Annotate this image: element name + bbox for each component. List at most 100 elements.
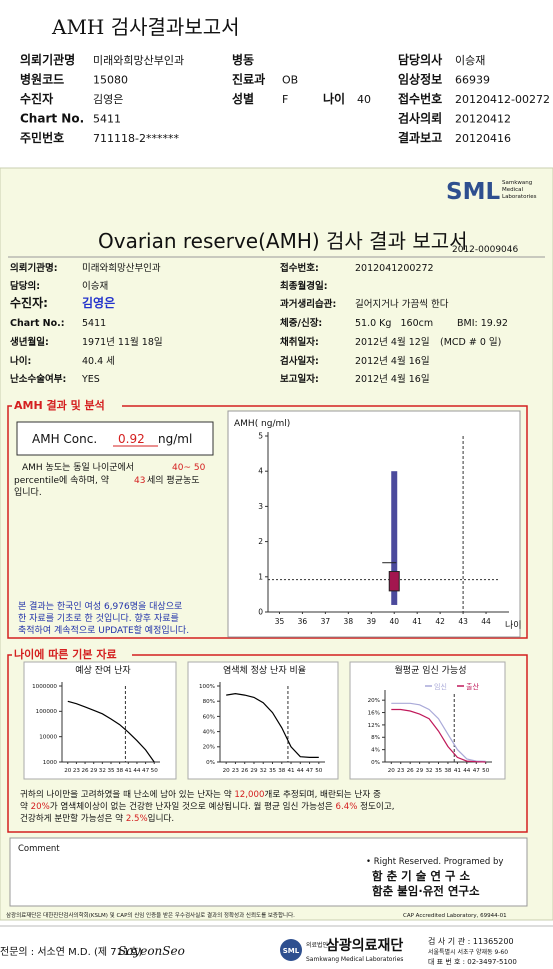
section-title: AMH 결과 및 분석 bbox=[14, 398, 105, 412]
y-tick-label: 20% bbox=[368, 698, 380, 704]
x-tick-label: 36 bbox=[298, 617, 308, 626]
legend-label: 임신 bbox=[434, 682, 447, 691]
x-tick-label: 37 bbox=[321, 617, 331, 626]
doctor: 전문의 : 서소연 M.D. (제 711호) bbox=[0, 946, 143, 958]
y-tick-label: 20% bbox=[203, 745, 215, 751]
info-value: 2012041200272 bbox=[355, 263, 434, 274]
info-value: 길어지거나 가끔씩 한다 bbox=[355, 298, 449, 310]
x-tick-label: 35 bbox=[269, 768, 277, 774]
x-tick-label: 40 bbox=[389, 617, 399, 626]
y-tick-label: 12% bbox=[368, 723, 380, 729]
info-value: 51.0 Kg 160cm bbox=[355, 318, 433, 329]
x-tick-label: 20 bbox=[223, 768, 231, 774]
y-tick-label: 5 bbox=[258, 432, 263, 441]
field-label: 담당의사 bbox=[398, 52, 442, 67]
x-tick-label: 23 bbox=[232, 768, 240, 774]
chart-title: 예상 잔여 난자 bbox=[75, 664, 131, 676]
x-tick-label: 42 bbox=[435, 617, 445, 626]
info-label: Chart No.: bbox=[10, 318, 65, 329]
info-label: 담당의: bbox=[10, 280, 40, 292]
field-label: 병동 bbox=[232, 52, 254, 67]
info-extra: BMI: 19.92 bbox=[457, 318, 508, 329]
field-label: 접수번호 bbox=[398, 91, 442, 106]
field-label: 결과보고 bbox=[398, 130, 442, 145]
credit: 함춘 불임·유전 연구소 bbox=[372, 884, 480, 898]
series-line bbox=[226, 692, 319, 758]
x-tick-label: 47 bbox=[473, 768, 481, 774]
x-tick-label: 50 bbox=[151, 768, 159, 774]
x-tick-label: 23 bbox=[397, 768, 405, 774]
x-tick-label: 29 bbox=[416, 768, 424, 774]
field-value: 20120416 bbox=[455, 132, 511, 145]
summary-part: 가 염색체이상이 없는 건강한 난자일 것으로 예상됩니다. 월 평균 임신 가… bbox=[50, 800, 336, 812]
x-tick-label: 23 bbox=[73, 768, 81, 774]
info-label: 수진자: bbox=[10, 295, 48, 310]
info-value: 2012년 4월 12일 bbox=[355, 336, 430, 348]
report-title: Ovarian reserve(AMH) 검사 결과 보고서 bbox=[98, 229, 468, 253]
conc-label: AMH Conc. bbox=[32, 432, 97, 446]
signature: SoyeonSeo bbox=[118, 944, 185, 958]
field-value: 5411 bbox=[93, 113, 121, 126]
report-number: 2012-0009046 bbox=[452, 245, 519, 255]
chart-panel bbox=[23, 661, 177, 780]
box bbox=[388, 571, 400, 592]
y-axis-label: AMH( ng/ml) bbox=[234, 419, 290, 429]
summary-highlight: 12,000 bbox=[234, 790, 264, 800]
info-value: 2012년 4월 16일 bbox=[355, 355, 430, 367]
note: 한 자료를 기초로 한 것입니다. 향후 자료를 bbox=[18, 612, 179, 624]
conc-value: 0.92 bbox=[118, 432, 145, 446]
x-tick-label: 41 bbox=[412, 617, 422, 626]
summary-part: 약 bbox=[20, 800, 31, 812]
field-value: 66939 bbox=[455, 74, 490, 87]
info-label: 난소수술여부: bbox=[10, 373, 66, 385]
field-label: 진료과 bbox=[232, 72, 265, 87]
summary-part: 귀하의 나이만을 고려하였을 때 난소에 남아 있는 난자는 약 bbox=[20, 788, 234, 800]
logo-text: Samkwang bbox=[502, 180, 532, 186]
y-tick-label: 80% bbox=[203, 699, 215, 705]
x-tick-label: 32 bbox=[260, 768, 267, 774]
x-tick-label: 39 bbox=[367, 617, 377, 626]
chart-title: 월평균 임신 가능성 bbox=[395, 664, 467, 676]
x-tick-label: 44 bbox=[133, 768, 141, 774]
credit: 함 춘 기 술 연 구 소 bbox=[372, 869, 471, 883]
x-tick-label: 32 bbox=[425, 768, 432, 774]
summary: 약 20%가 염색체이상이 없는 건강한 난자일 것으로 예상됩니다. 월 평균… bbox=[20, 800, 394, 812]
x-tick-label: 32 bbox=[99, 768, 106, 774]
info-value: 김영은 bbox=[82, 295, 115, 310]
info-value: YES bbox=[81, 374, 100, 385]
info-value: 미래와희망산부인과 bbox=[82, 262, 161, 274]
info-value: 1971년 11월 18일 bbox=[82, 336, 163, 348]
field-label: Chart No. bbox=[20, 112, 84, 126]
x-tick-label: 47 bbox=[142, 768, 150, 774]
field-value: 이승재 bbox=[455, 54, 485, 67]
summary-part: 입니다. bbox=[148, 813, 174, 824]
org-type: 의료법인 bbox=[306, 941, 328, 949]
x-tick-label: 29 bbox=[250, 768, 258, 774]
y-tick-label: 0 bbox=[258, 608, 263, 617]
y-tick-label: 2 bbox=[258, 537, 263, 546]
info-label: 체중/신장: bbox=[280, 317, 322, 329]
field-value: OB bbox=[282, 74, 298, 87]
footer-cap: CAP Accredited Laboratory, 69944-01 bbox=[403, 913, 507, 919]
x-tick-label: 44 bbox=[481, 617, 491, 626]
field-value: 20120412 bbox=[455, 113, 511, 126]
field-value: 15080 bbox=[93, 74, 128, 87]
description: 입니다. bbox=[14, 486, 42, 498]
chart-panel bbox=[187, 661, 339, 780]
logo-mark: SML bbox=[446, 179, 500, 205]
note: 축적하여 계속적으로 UPDATE할 예정입니다. bbox=[18, 624, 189, 636]
field-label: 임상정보 bbox=[398, 72, 442, 87]
summary: 건강하게 분만할 가능성은 약 2.5%입니다. bbox=[20, 812, 174, 824]
org-name: 삼광의료재단 bbox=[326, 937, 403, 954]
summary-part: 건강하게 분만할 가능성은 약 bbox=[20, 812, 126, 824]
x-tick-label: 41 bbox=[287, 768, 295, 774]
y-tick-label: 10000 bbox=[39, 735, 57, 741]
summary-highlight: 2.5% bbox=[126, 814, 148, 824]
footer-note: 삼광의료재단은 대한진단검사의학회(KSLM) 및 CAP의 신임 인증을 받은… bbox=[6, 911, 295, 919]
x-tick-label: 38 bbox=[444, 768, 452, 774]
x-tick-label: 38 bbox=[116, 768, 124, 774]
conc-unit: ng/ml bbox=[158, 432, 192, 446]
section-title: 나이에 따른 기본 자료 bbox=[14, 647, 117, 661]
x-tick-label: 47 bbox=[306, 768, 314, 774]
description-highlight: 40~ 50 bbox=[172, 463, 206, 473]
